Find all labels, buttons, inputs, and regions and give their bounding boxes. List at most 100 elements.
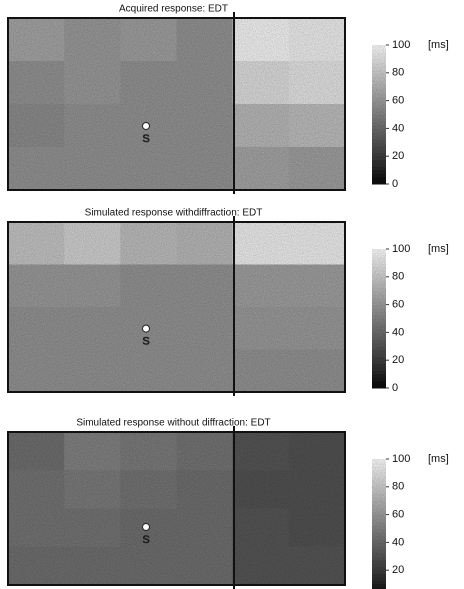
colorbar-step xyxy=(372,497,386,502)
cell xyxy=(64,508,121,548)
colorbar-step xyxy=(372,360,386,365)
colorbar-step xyxy=(372,170,386,175)
cell xyxy=(176,264,234,308)
colorbar-step xyxy=(372,518,386,523)
cell xyxy=(288,61,346,105)
colorbar-step xyxy=(372,342,386,347)
colorbar-step xyxy=(372,138,386,143)
colorbar-step xyxy=(372,294,386,299)
colorbar-step xyxy=(372,283,386,288)
colorbar-step xyxy=(372,86,386,91)
cell xyxy=(288,222,346,265)
colorbar-step xyxy=(372,328,386,333)
cell xyxy=(8,470,65,509)
colorbar-step xyxy=(372,521,386,526)
colorbar-step xyxy=(372,156,386,161)
colorbar-step xyxy=(372,79,386,84)
cell xyxy=(120,18,177,62)
colorbar-step xyxy=(372,525,386,529)
colorbar-step xyxy=(372,180,386,185)
colorbar-step xyxy=(372,577,386,582)
cell xyxy=(8,264,65,308)
cell xyxy=(176,222,234,265)
colorbar-tick-label: 60 xyxy=(392,299,404,311)
colorbar-step xyxy=(372,111,386,115)
colorbar-tick-label: 20 xyxy=(392,564,404,576)
colorbar-step xyxy=(372,51,386,56)
frame xyxy=(7,431,346,586)
cell xyxy=(64,18,121,62)
cell xyxy=(288,470,346,509)
colorbar-tick-label: 0 xyxy=(392,178,398,190)
cell xyxy=(232,508,290,548)
colorbar-unit: [ms] xyxy=(428,243,449,255)
cell xyxy=(64,546,121,586)
colorbar-step xyxy=(372,311,386,316)
cell xyxy=(232,61,290,105)
colorbar-step xyxy=(372,542,386,547)
colorbar-step xyxy=(372,97,386,102)
cell xyxy=(8,349,65,393)
cell xyxy=(8,546,65,586)
cell xyxy=(120,264,177,308)
colorbar-step xyxy=(372,332,386,337)
cell xyxy=(120,61,177,105)
colorbar-step xyxy=(372,131,386,136)
colorbar-step xyxy=(372,573,386,578)
colorbar-step xyxy=(372,142,386,147)
cell xyxy=(176,546,234,586)
colorbar-tick-label: 100 xyxy=(392,243,410,255)
cell xyxy=(64,147,121,191)
colorbar-step xyxy=(372,556,386,561)
cell xyxy=(232,264,290,308)
cell xyxy=(120,546,177,586)
cell xyxy=(64,432,121,471)
frame xyxy=(7,221,346,393)
source-label: S xyxy=(142,133,149,145)
colorbar-step xyxy=(372,173,386,178)
colorbar-unit: [ms] xyxy=(428,453,449,465)
cell xyxy=(64,349,121,393)
colorbar-step xyxy=(372,321,386,326)
colorbar-tick-label: 0 xyxy=(392,382,398,394)
colorbar-step xyxy=(372,114,386,119)
colorbar-tick-label: 80 xyxy=(392,67,404,79)
cell xyxy=(232,432,290,471)
colorbar-step xyxy=(372,259,386,264)
cell xyxy=(176,432,234,471)
colorbar-step xyxy=(372,507,386,512)
colorbar-step xyxy=(372,490,386,495)
colorbar-step xyxy=(372,69,386,74)
cell xyxy=(8,508,65,548)
colorbar-step xyxy=(372,465,386,470)
colorbar-step xyxy=(372,339,386,344)
colorbar-step xyxy=(372,580,386,585)
colorbar-step xyxy=(372,531,386,536)
cell xyxy=(8,222,65,265)
cell xyxy=(8,307,65,350)
colorbar-unit: [ms] xyxy=(428,39,449,51)
cell xyxy=(64,61,121,105)
cell xyxy=(232,104,290,148)
colorbar-step xyxy=(372,163,386,168)
cell xyxy=(288,307,346,350)
colorbar-tick-label: 80 xyxy=(392,271,404,283)
colorbar-step xyxy=(372,356,386,361)
cell xyxy=(232,546,290,586)
colorbar-step xyxy=(372,276,386,281)
colorbar-step xyxy=(372,469,386,474)
cell xyxy=(232,18,290,62)
colorbar-step xyxy=(372,58,386,63)
heatmap xyxy=(8,432,346,586)
colorbar-step xyxy=(372,483,386,488)
colorbar-tick-label: 20 xyxy=(392,150,404,162)
colorbar-step xyxy=(372,149,386,154)
colorbar-step xyxy=(372,384,386,389)
colorbar-step xyxy=(372,563,386,568)
colorbar-step xyxy=(372,511,386,516)
colorbar-step xyxy=(372,166,386,171)
cell xyxy=(64,307,121,350)
colorbar-step xyxy=(372,514,386,519)
cell xyxy=(8,61,65,105)
